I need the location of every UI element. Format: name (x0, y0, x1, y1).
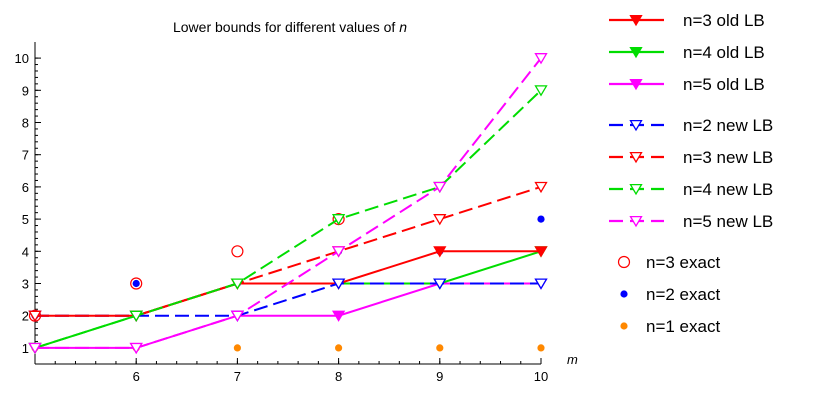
x-tick-label: 6 (133, 369, 140, 384)
legend-label: n=2 exact (646, 285, 720, 304)
data-point (534, 278, 548, 290)
series-line (34, 250, 542, 349)
legend-item: n=3 old LB (609, 11, 765, 30)
series-line (34, 89, 542, 349)
legend-swatch-marker (629, 46, 643, 59)
x-axis-label: m (567, 352, 578, 367)
data-point (130, 277, 143, 290)
x-tick-label: 10 (534, 369, 548, 384)
data-point (433, 214, 447, 226)
legend-label: n=3 old LB (683, 11, 765, 30)
legend-label: n=4 new LB (683, 180, 773, 199)
data-point (129, 342, 143, 355)
y-tick-label: 4 (22, 244, 29, 259)
legend-item: n=5 new LB (609, 212, 773, 231)
chart-title: Lower bounds for different values of n (173, 19, 407, 35)
legend-item: n=4 new LB (609, 180, 773, 199)
series-n-2-new-lb (28, 278, 548, 322)
legend-swatch-marker (629, 215, 643, 228)
legend-swatch-marker (629, 78, 643, 91)
chart-title-var: n (399, 19, 407, 35)
legend-swatch-marker (620, 322, 628, 330)
x-tick-label: 7 (234, 369, 241, 384)
series-line (35, 185, 542, 317)
data-point (436, 344, 444, 352)
legend-swatch-marker (617, 255, 631, 269)
series-n-4-new-lb (28, 85, 548, 355)
x-tick-label: 9 (436, 369, 443, 384)
legend-item: n=2 exact (620, 285, 720, 304)
legend-item: n=3 exact (617, 253, 720, 272)
data-point (534, 246, 548, 258)
legend-swatch-marker (620, 290, 628, 298)
series-line (35, 282, 541, 317)
data-point (433, 246, 447, 258)
chart-title-text: Lower bounds for different values of (173, 19, 395, 35)
legend-label: n=5 old LB (683, 75, 765, 94)
legend-swatch-marker (629, 183, 643, 196)
data-point (28, 310, 42, 322)
data-point (537, 215, 545, 223)
legend-swatch-marker (629, 14, 643, 27)
data-point (129, 310, 143, 322)
legend-item: n=4 old LB (609, 43, 765, 62)
data-point (534, 85, 548, 97)
series-n-4-old-lb (28, 246, 548, 355)
y-tick-label: 5 (22, 212, 29, 227)
data-point (331, 214, 346, 226)
y-tick-label: 3 (22, 277, 29, 292)
legend-label: n=3 new LB (683, 148, 773, 167)
series-line (35, 57, 542, 349)
data-point (335, 344, 343, 352)
data-point (331, 278, 346, 290)
legend-label: n=3 exact (646, 253, 720, 272)
legend-swatch-marker (629, 151, 643, 164)
data-point (132, 279, 140, 288)
y-tick-label: 9 (22, 83, 29, 98)
data-point (28, 342, 42, 355)
data-point (433, 278, 447, 290)
data-point (231, 245, 244, 258)
y-tick-label: 8 (22, 116, 29, 131)
data-point (534, 181, 548, 194)
axes: 6 7 8 9 10 1 2 3 4 5 6 7 8 9 10 (15, 42, 548, 384)
legend-swatch-marker (629, 119, 643, 132)
data-point (537, 344, 545, 352)
legend-item: n=3 new LB (609, 148, 773, 167)
legend: n=3 old LB n=4 old LB n=5 old LB n=2 new LB… (609, 11, 773, 336)
x-tick-label: 8 (335, 369, 342, 384)
series-layer (28, 53, 548, 355)
data-point (331, 246, 346, 258)
y-tick-label: 1 (22, 341, 29, 356)
y-tick-label: 7 (22, 148, 29, 163)
legend-item: n=5 old LB (609, 75, 765, 94)
data-point (433, 181, 447, 194)
legend-label: n=4 old LB (683, 43, 765, 62)
legend-item: n=2 new LB (609, 116, 773, 135)
data-point (230, 278, 245, 290)
legend-item: n=1 exact (620, 317, 720, 336)
data-point (230, 310, 245, 322)
data-point (331, 310, 346, 322)
data-point (534, 53, 548, 65)
y-tick-label: 10 (15, 51, 29, 66)
legend-label: n=5 new LB (683, 212, 773, 231)
series-n-3-exact (28, 213, 345, 322)
series-n-5-new-lb (28, 53, 548, 355)
data-point (233, 344, 241, 352)
y-tick-label: 2 (22, 309, 29, 324)
legend-label: n=2 new LB (683, 116, 773, 135)
legend-label: n=1 exact (646, 317, 720, 336)
y-tick-label: 6 (22, 180, 29, 195)
